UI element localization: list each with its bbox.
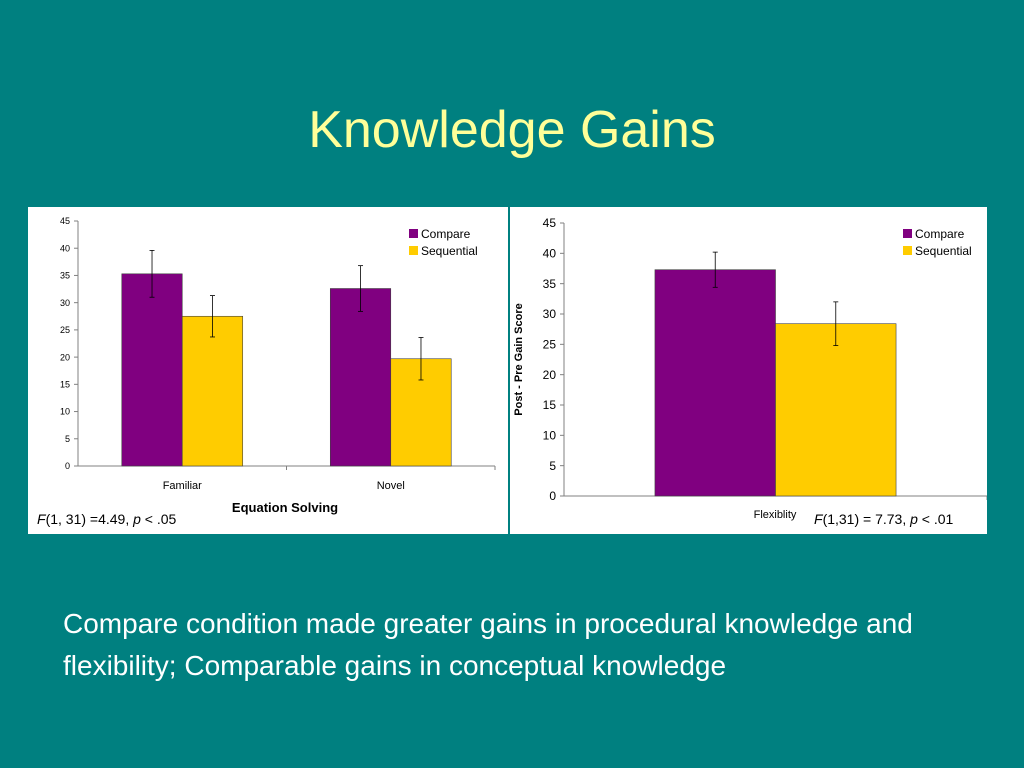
slide-title: Knowledge Gains (308, 101, 716, 159)
equation-solving-stat: F(1, 31) =4.49, p < .05 (37, 511, 176, 527)
y-tick-label: 5 (549, 459, 556, 473)
y-tick-label: 0 (549, 489, 556, 503)
stat-f-label: F (814, 511, 823, 527)
legend-label-compare: Compare (421, 227, 471, 241)
y-tick-label: 45 (60, 216, 70, 226)
y-tick-label: 25 (543, 338, 557, 352)
x-category-label: Novel (377, 480, 405, 492)
y-tick-label: 20 (60, 352, 70, 362)
y-tick-label: 15 (60, 379, 70, 389)
stat-p-text: < .05 (140, 511, 177, 527)
y-tick-label: 30 (543, 307, 557, 321)
y-tick-label: 40 (60, 243, 70, 253)
flexibility-stat: F(1,31) = 7.73, p < .01 (814, 511, 953, 527)
summary-text: Compare condition made greater gains in … (63, 608, 913, 681)
y-tick-label: 30 (60, 298, 70, 308)
legend-label-compare: Compare (915, 227, 965, 241)
y-tick-label: 10 (60, 407, 70, 417)
y-tick-label: 35 (543, 277, 557, 291)
x-axis-title: Equation Solving (232, 500, 338, 515)
x-category-label: Familiar (163, 480, 202, 492)
stat-p-text: < .01 (917, 511, 954, 527)
y-tick-label: 25 (60, 325, 70, 335)
y-tick-label: 40 (543, 247, 557, 261)
y-tick-label: 20 (543, 368, 557, 382)
flexibility-chart-svg: 0 5 10 15 20 25 30 35 40 45 Flexiblity Post - Pre G… (513, 216, 987, 521)
bar-sequential-flexiblity (775, 323, 897, 497)
legend-label-sequential: Sequential (915, 244, 972, 258)
legend-label-sequential: Sequential (421, 244, 478, 258)
flexibility-chart: 0 5 10 15 20 25 30 35 40 45 Flexiblity Post - Pre G… (510, 207, 987, 534)
legend-swatch-compare (903, 229, 912, 238)
y-tick-label: 5 (65, 434, 70, 444)
stat-p-label: p (133, 511, 141, 527)
equation-solving-chart: 0 5 10 15 20 25 30 35 40 45 Familiar Novel Equation … (28, 207, 508, 534)
equation-solving-chart-svg: 0 5 10 15 20 25 30 35 40 45 Familiar Novel Equation … (60, 216, 496, 515)
y-tick-label: 15 (543, 398, 557, 412)
bar-sequential-familiar (181, 315, 244, 467)
legend-swatch-compare (409, 229, 418, 238)
stat-text: (1,31) = 7.73, (822, 511, 911, 527)
y-tick-label: 35 (60, 271, 70, 281)
legend-swatch-sequential (903, 246, 912, 255)
stat-p-label: p (910, 511, 918, 527)
y-tick-label: 0 (65, 461, 70, 471)
bar-compare-novel (329, 288, 392, 467)
legend-swatch-sequential (409, 246, 418, 255)
stat-text: (1, 31) =4.49, (45, 511, 134, 527)
y-axis-title: Post - Pre Gain Score (513, 303, 525, 415)
bar-compare-familiar (121, 273, 183, 467)
y-tick-label: 45 (543, 216, 557, 230)
y-tick-label: 10 (543, 429, 557, 443)
x-category-label: Flexiblity (754, 509, 797, 521)
stat-f-label: F (37, 511, 46, 527)
bar-compare-flexiblity (654, 269, 776, 497)
